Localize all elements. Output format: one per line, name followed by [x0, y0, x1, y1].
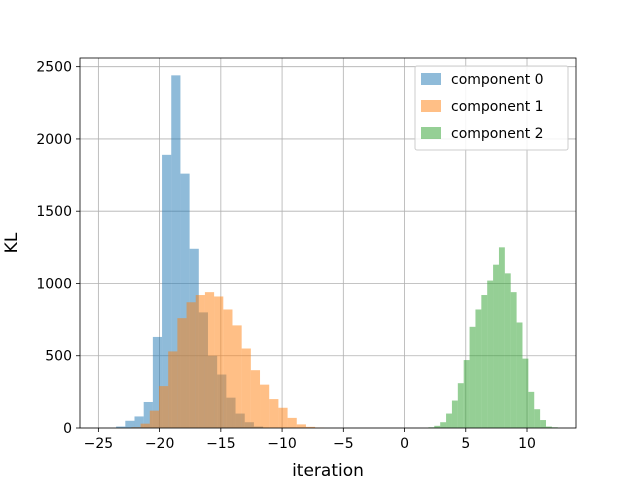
x-tick-label: −5 [333, 436, 354, 452]
histogram-bar [540, 420, 546, 428]
histogram-bar [204, 292, 215, 428]
x-tick-label: −10 [267, 436, 297, 452]
axis-ticks: −25 −20 −15 −10 −5 0 5 10 0 500 1000 1500 2000 2500 [36, 60, 536, 452]
histogram-bar [487, 280, 494, 428]
histogram-bar [434, 425, 441, 428]
histogram-bar [475, 309, 482, 428]
histogram-bar [186, 302, 196, 428]
y-tick-label: 0 [63, 421, 72, 437]
histogram-bar [481, 295, 488, 428]
legend: component 0 component 1 component 2 [414, 65, 569, 151]
y-tick-label: 2000 [36, 132, 72, 148]
histogram-bar [269, 399, 279, 428]
y-axis-title: KL [2, 232, 22, 253]
histogram-bar [162, 154, 172, 428]
x-tick-label: 0 [400, 436, 409, 452]
histogram-bar [296, 424, 306, 428]
x-tick-label: 5 [461, 436, 470, 452]
histogram-bar [177, 318, 187, 428]
plot-frame [79, 57, 577, 429]
histogram-bar [534, 409, 541, 428]
histogram-bar [545, 426, 552, 428]
histogram-bar [504, 273, 511, 428]
histogram-bar [116, 426, 126, 428]
histogram-bar [440, 422, 447, 428]
histogram-bar [152, 336, 163, 428]
legend-swatch [421, 73, 441, 85]
histogram-bar [223, 309, 233, 428]
histogram-bar [287, 417, 297, 428]
histogram-bar [498, 247, 505, 428]
legend-swatch [421, 127, 441, 139]
x-tick-label: −25 [84, 436, 114, 452]
histogram-bar [278, 407, 288, 428]
histogram-bar [516, 322, 523, 428]
histogram-bar [451, 400, 458, 428]
histogram-bar [180, 173, 190, 428]
histogram-bar [493, 264, 499, 428]
histogram-bar [140, 423, 150, 428]
histogram-bar [171, 75, 181, 428]
legend-box [414, 65, 569, 151]
y-tick-label: 1000 [36, 276, 72, 292]
histogram-bar [528, 391, 535, 428]
histogram-bar [305, 426, 316, 428]
histogram-bar [195, 295, 205, 428]
legend-label: component 2 [451, 126, 544, 142]
histogram-bar [149, 410, 159, 428]
x-tick-label: 10 [518, 436, 536, 452]
histogram-bar [522, 358, 529, 428]
histogram-bar [260, 384, 270, 428]
histogram-bar [158, 386, 169, 428]
x-tick-label: −20 [145, 436, 175, 452]
histogram-bar [510, 292, 517, 428]
legend-swatch [421, 100, 441, 112]
histogram-bar [457, 383, 464, 428]
histogram-bar [250, 370, 261, 428]
histogram-bar [214, 296, 224, 428]
histogram-bar [446, 413, 452, 428]
y-tick-label: 500 [45, 349, 72, 365]
x-axis-title: iteration [292, 461, 364, 480]
histogram-bar [125, 420, 135, 428]
histogram-bars [116, 75, 558, 428]
histogram-bar [469, 326, 476, 428]
y-tick-label: 1500 [36, 204, 72, 220]
histogram-bar [232, 325, 242, 428]
histogram-bar [241, 348, 251, 428]
histogram-bar [143, 401, 153, 428]
y-tick-label: 2500 [36, 60, 72, 76]
histogram-bar [168, 351, 178, 428]
legend-label: component 1 [451, 99, 544, 115]
legend-label: component 0 [451, 72, 544, 88]
x-tick-label: −15 [206, 436, 236, 452]
histogram-bar [134, 416, 144, 428]
histogram-bar [463, 360, 470, 428]
